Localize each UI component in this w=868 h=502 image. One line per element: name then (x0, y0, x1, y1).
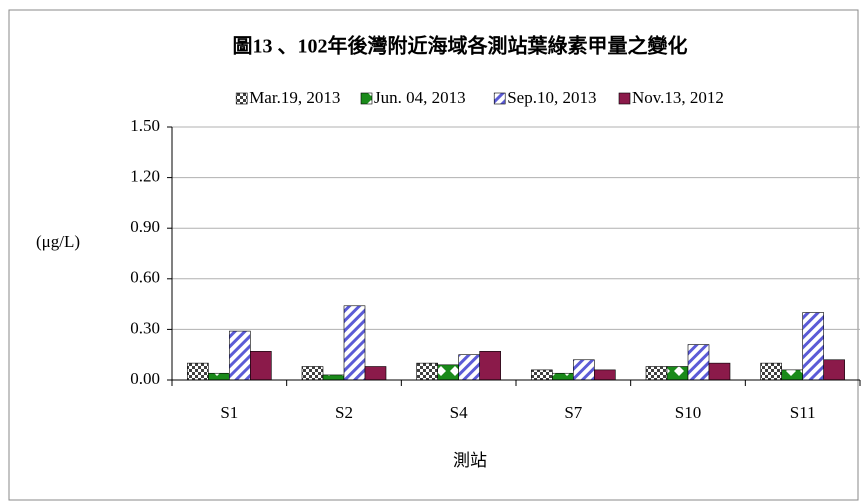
y-tick-label: 0.30 (130, 318, 160, 337)
y-tick-label: 0.00 (130, 369, 160, 388)
bar (687, 344, 710, 381)
bar (552, 372, 574, 381)
x-tick-label: S10 (675, 403, 701, 422)
legend-label: Sep.10, 2013 (507, 88, 596, 107)
bar (364, 366, 387, 381)
bar (458, 354, 480, 381)
bar (416, 362, 438, 381)
chart-title: 圖13 、102年後灣附近海域各測站葉綠素甲量之變化 (233, 34, 688, 58)
bar (823, 359, 845, 381)
x-tick-label: S1 (220, 403, 238, 422)
bar (322, 374, 345, 381)
bar (708, 362, 731, 381)
bar (666, 366, 689, 381)
x-tick-label: S4 (450, 403, 468, 422)
bar (479, 351, 501, 381)
bar (760, 362, 782, 381)
legend-label: Mar.19, 2013 (249, 88, 340, 107)
bar (343, 305, 366, 381)
bar (250, 351, 272, 381)
bar (208, 372, 230, 381)
y-tick-label: 0.60 (130, 268, 160, 287)
bar (645, 366, 668, 381)
y-axis-label: (μg/L) (36, 232, 80, 251)
bar (437, 364, 459, 381)
legend-swatch (360, 92, 373, 105)
y-tick-label: 1.50 (130, 116, 160, 135)
bar (781, 369, 803, 381)
y-tick-label: 0.90 (130, 217, 160, 236)
x-tick-label: S2 (335, 403, 353, 422)
chart-frame (8, 9, 859, 501)
bar (187, 362, 209, 381)
bar (229, 330, 251, 381)
legend-swatch (235, 92, 248, 105)
bar (594, 369, 616, 381)
x-axis-label: 測站 (453, 451, 487, 470)
y-tick-label: 1.20 (130, 167, 160, 186)
legend-swatch (493, 92, 506, 105)
bar (531, 369, 553, 381)
x-tick-label: S11 (790, 403, 816, 422)
bar (573, 359, 595, 381)
legend-label: Nov.13, 2012 (632, 88, 724, 107)
x-tick-label: S7 (564, 403, 582, 422)
legend-swatch (618, 92, 631, 105)
bar (301, 366, 324, 381)
bar (802, 312, 824, 381)
legend-label: Jun. 04, 2013 (374, 88, 466, 107)
